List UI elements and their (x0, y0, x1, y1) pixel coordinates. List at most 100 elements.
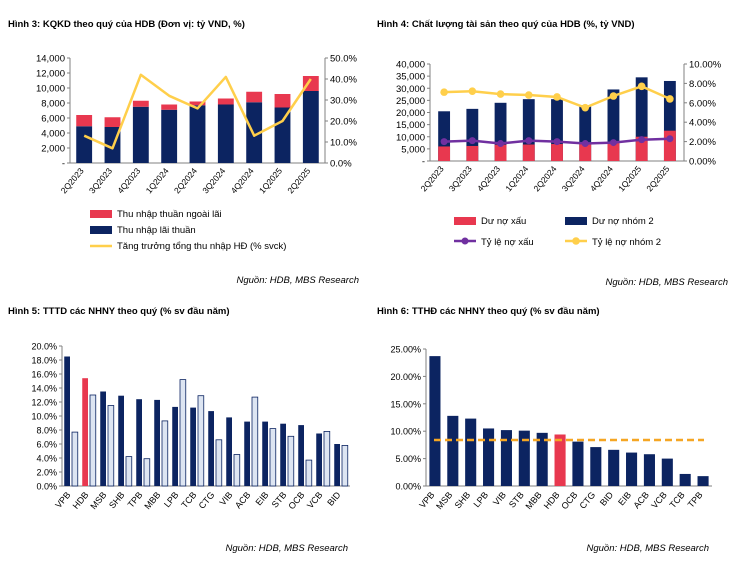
fig4-right-axis-tick-label: 8.00% (689, 79, 716, 90)
fig3-category-label: 4Q2023 (115, 166, 142, 196)
fig3-bar-non-interest-income (161, 104, 178, 110)
figure-3-source: Nguồn: HDB, MBS Research (236, 275, 360, 286)
fig5-y-axis-tick-label: 18.0% (31, 356, 57, 366)
fig3-bar-net-interest-income (217, 104, 234, 163)
fig5-bar-current-quarter (172, 406, 178, 486)
fig5-bar-previous-quarter (215, 439, 223, 487)
fig4-bar-group2-loans (438, 111, 451, 161)
fig6-bar-operating-income-growth (554, 434, 566, 486)
fig3-left-axis-tick-label: 14,000 (36, 54, 65, 65)
fig5-bar-current-quarter (136, 399, 142, 486)
fig5-bar-current-quarter (208, 411, 214, 486)
fig3-right-axis-tick-label: 10.0% (330, 138, 357, 149)
fig6-y-axis-tick-label: 15.00% (390, 399, 421, 409)
fig3-bar-net-interest-income (161, 109, 178, 163)
fig3-right-axis-tick-label: 30.0% (330, 96, 357, 107)
fig5-bar-current-quarter (316, 433, 322, 486)
fig6-category-label: OCB (559, 490, 579, 511)
fig5-category-label: TPB (126, 490, 145, 510)
fig6-bar-operating-income-growth (626, 452, 638, 486)
fig6-bar-operating-income-growth (608, 449, 620, 486)
fig3-category-label: 4Q2024 (229, 166, 256, 196)
fig4-marker-npl-ratio (581, 140, 589, 148)
fig6-y-axis-tick-label: 25.00% (390, 345, 421, 355)
fig5-bar-previous-quarter (287, 435, 295, 487)
fig4-marker-npl-ratio (525, 137, 533, 145)
fig6-category-label: HDB (542, 490, 562, 511)
fig6-category-label: TPB (686, 490, 705, 510)
fig5-bar-previous-quarter (269, 428, 277, 487)
fig6-bar-operating-income-growth (447, 415, 459, 486)
fig3-category-label: 1Q2025 (257, 166, 284, 196)
fig6-category-label: LPB (471, 490, 490, 509)
fig5-y-axis-tick-label: 4.0% (36, 454, 57, 464)
fig4-bar-group2-loans (663, 80, 676, 161)
fig6-bar-operating-income-growth (661, 458, 673, 486)
fig6-y-axis-tick-label: 0.00% (395, 482, 421, 492)
fig5-bar-current-quarter (334, 444, 340, 486)
fig4-bar-group2-loans (635, 77, 648, 161)
fig3-legend-swatch-non-interest (90, 210, 112, 218)
fig6-category-label: VCB (649, 490, 669, 511)
fig5-bar-previous-quarter (197, 395, 205, 487)
fig3-bar-net-interest-income (132, 106, 149, 163)
fig5-bar-current-quarter (64, 356, 70, 486)
figure-4-source: Nguồn: HDB, MBS Research (605, 277, 729, 288)
fig5-bar-current-quarter (154, 399, 160, 486)
fig5-bar-current-quarter (190, 407, 196, 486)
fig4-marker-group2-ratio (468, 87, 477, 95)
fig5-bar-previous-quarter (71, 431, 79, 487)
fig3-bar-net-interest-income (274, 107, 291, 163)
fig5-bar-previous-quarter (233, 454, 241, 487)
fig3-bar-net-interest-income (302, 91, 319, 163)
fig5-bar-previous-quarter (341, 444, 349, 487)
fig4-bar-bad-debt (663, 130, 676, 161)
fig4-category-label: 2Q2025 (644, 164, 671, 194)
fig5-y-axis-tick-label: 12.0% (31, 398, 57, 408)
fig6-bar-operating-income-growth (536, 432, 548, 486)
fig4-legend-swatch-group2 (565, 217, 587, 225)
fig4-legend-label: Tỷ lệ nợ xấu (481, 237, 534, 248)
fig5-bar-current-quarter (82, 378, 88, 486)
fig4-bar-bad-debt (607, 142, 620, 161)
figure-3-panel: Hình 3: KQKD theo quý của HDB (Đơn vị: t… (0, 0, 377, 286)
fig4-marker-npl-ratio (497, 140, 505, 148)
fig3-left-axis-tick-label: - (62, 159, 65, 170)
fig3-bar-net-interest-income (189, 105, 206, 163)
fig3-legend-swatch-interest (90, 226, 112, 234)
fig3-left-axis-tick-label: 10,000 (36, 84, 65, 95)
fig6-category-label: SHB (453, 490, 473, 511)
fig6-bar-operating-income-growth (679, 473, 691, 486)
figure-6-panel: Hình 6: TTHĐ các NHNY theo quý (% sv đầu… (377, 300, 754, 562)
fig3-bar-non-interest-income (246, 91, 263, 103)
fig6-category-label: ACB (631, 490, 651, 511)
fig5-y-axis-tick-label: 0.0% (36, 482, 57, 492)
fig4-marker-npl-ratio (609, 139, 617, 147)
fig4-marker-group2-ratio (524, 91, 533, 99)
figure-5-panel: Hình 5: TTTD các NHNY theo quý (% sv đầu… (0, 300, 377, 562)
fig4-left-axis-tick-label: - (422, 157, 425, 168)
fig5-bar-current-quarter (118, 395, 124, 486)
fig5-bar-previous-quarter (107, 405, 115, 487)
fig6-bar-operating-income-growth (465, 418, 477, 486)
figure-6-chart: 0.00% 5.00% 10.00% 15.00% 20.00% 25.00% VPBMSB… (390, 345, 712, 511)
fig5-category-label: OCB (286, 490, 306, 511)
fig6-bar-operating-income-growth (429, 356, 441, 486)
fig5-bar-current-quarter (262, 421, 268, 486)
fig4-marker-npl-ratio (440, 138, 448, 146)
figure-3-title: Hình 3: KQKD theo quý của HDB (Đơn vị: t… (8, 19, 245, 30)
fig3-line-total-income-growth (83, 73, 312, 150)
fig5-bar-previous-quarter (161, 420, 169, 487)
fig4-legend-label: Dư nợ xấu (481, 216, 526, 227)
fig4-marker-npl-ratio (666, 135, 674, 143)
fig4-right-axis-tick-label: 10.00% (689, 60, 722, 71)
fig5-category-label: VPB (53, 490, 72, 510)
fig6-category-label: MSB (434, 490, 454, 511)
figure-5-source: Nguồn: HDB, MBS Research (225, 543, 349, 554)
fig3-left-axis-tick-label: 4,000 (41, 129, 65, 140)
fig4-bar-group2-loans (579, 105, 592, 161)
fig6-category-label: VPB (417, 490, 436, 510)
figure-5-title: Hình 5: TTTD các NHNY theo quý (% sv đầu… (8, 306, 230, 317)
fig6-y-axis-tick-label: 10.00% (390, 427, 421, 437)
fig3-category-label: 3Q2024 (200, 166, 227, 196)
